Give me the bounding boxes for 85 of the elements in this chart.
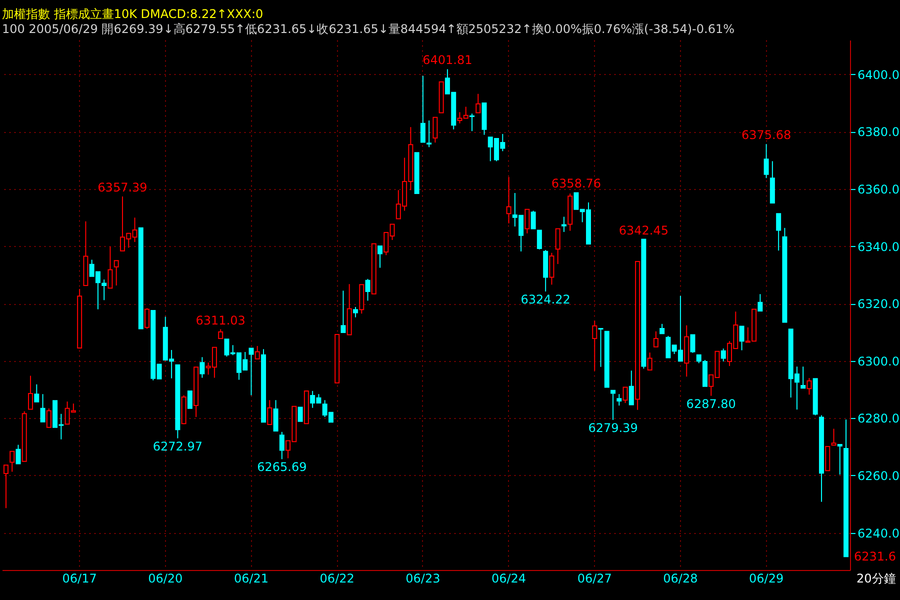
- x-tick-label: 06/27: [577, 572, 612, 586]
- candlestick: [34, 384, 40, 402]
- y-tick-label: 6320.0: [858, 297, 900, 312]
- x-tick-label: 06/23: [406, 572, 440, 586]
- annotation: 6287.80: [686, 396, 736, 411]
- candlestick: [598, 328, 604, 368]
- annotation: 6279.39: [588, 420, 638, 435]
- y-tick-label: 6260.0: [858, 468, 900, 483]
- candlestick: [378, 245, 383, 268]
- candlestick: [340, 290, 346, 334]
- annotation: 6272.97: [152, 439, 202, 454]
- candlestick: [831, 428, 836, 446]
- annotation: 6265.69: [257, 460, 307, 474]
- y-tick-label: 6240.0: [858, 526, 900, 540]
- x-tick-label: 06/21: [234, 572, 269, 586]
- y-tick-label: 6400.0: [858, 68, 900, 82]
- candlestick: [555, 228, 560, 265]
- candlestick: [764, 144, 769, 179]
- annotation: 6324.22: [520, 292, 570, 306]
- x-axis-title: 20分鐘: [856, 572, 896, 586]
- candlestick: [549, 252, 554, 286]
- candlestick: [187, 390, 192, 409]
- candlestick: [720, 348, 726, 362]
- candlestick: [806, 378, 812, 396]
- candlestick: [108, 246, 113, 289]
- y-tick-label: 6280.0: [858, 412, 900, 426]
- candlestick: [114, 260, 119, 286]
- candlestick: [647, 352, 652, 371]
- candlestick: [524, 208, 530, 234]
- x-tick-label: 06/20: [148, 572, 183, 586]
- y-tick-label: 6340.0: [858, 240, 900, 254]
- candlestick: [267, 400, 272, 425]
- candlestick: [758, 294, 763, 312]
- candlestick: [10, 450, 15, 472]
- candlestick: [616, 394, 622, 406]
- x-tick-label: 06/29: [749, 572, 784, 586]
- candlestick: [352, 306, 358, 318]
- candlestick: [28, 375, 34, 410]
- x-tick-label: 06/22: [320, 572, 354, 586]
- annotation: 6311.03: [196, 313, 246, 328]
- candlestick: [218, 328, 224, 340]
- candlestick: [800, 366, 806, 389]
- x-tick-label: 06/24: [491, 572, 526, 586]
- annotation: 6342.45: [618, 223, 668, 238]
- y-tick-label: 6380.0: [858, 125, 900, 140]
- candlestick: [837, 444, 842, 476]
- candlestick: [200, 356, 205, 378]
- candlestick: [254, 345, 260, 360]
- candlestick: [469, 113, 474, 132]
- candlestick: [690, 334, 696, 354]
- annotation: 6358.76: [551, 176, 602, 191]
- candlestick: [144, 308, 150, 330]
- candlestick: [46, 408, 52, 428]
- candlestick: [273, 400, 278, 432]
- annotation: 6401.81: [422, 53, 472, 68]
- candlestick: [739, 326, 744, 351]
- candlestick: [279, 431, 284, 460]
- y-tick-label: 6360.0: [858, 182, 900, 196]
- chart-title: 加權指數 指標成立畫10K DMACD:8.22↑XXX:0: [2, 7, 264, 21]
- x-tick-label: 06/28: [663, 572, 698, 586]
- candlestick: [16, 444, 21, 464]
- candlestick: [660, 323, 665, 334]
- annotation: 6375.68: [741, 128, 792, 142]
- candlestick: [365, 278, 370, 302]
- candlestick: [592, 320, 598, 372]
- candlestick: [776, 213, 782, 252]
- candlestick: [622, 386, 628, 404]
- candlestick: [628, 370, 634, 406]
- candlestick: [476, 93, 481, 114]
- candlestick: [432, 116, 438, 144]
- candlestick: [610, 390, 616, 420]
- text: 6231.6: [854, 550, 896, 564]
- chart-subtitle: 100 2005/06/29 開6269.39↓高6279.55↑低6231.65↓收6231.65↓量844594↑額2505232↑換0.00%振0.76%漲(-38.54)-0.61%: [2, 22, 735, 36]
- y-tick-label: 6300.0: [858, 354, 900, 368]
- candlestick: [653, 330, 658, 348]
- x-tick-label: 06/17: [62, 572, 97, 586]
- candlestick: [530, 210, 536, 230]
- candlestick: [248, 348, 254, 396]
- candlestick: [506, 176, 512, 224]
- candlestick: [561, 216, 566, 232]
- annotation: 6357.39: [98, 180, 148, 194]
- candlestick: [3, 464, 8, 509]
- candlestick: [536, 230, 542, 250]
- candlestick: [298, 406, 303, 422]
- candlestick: [40, 394, 46, 422]
